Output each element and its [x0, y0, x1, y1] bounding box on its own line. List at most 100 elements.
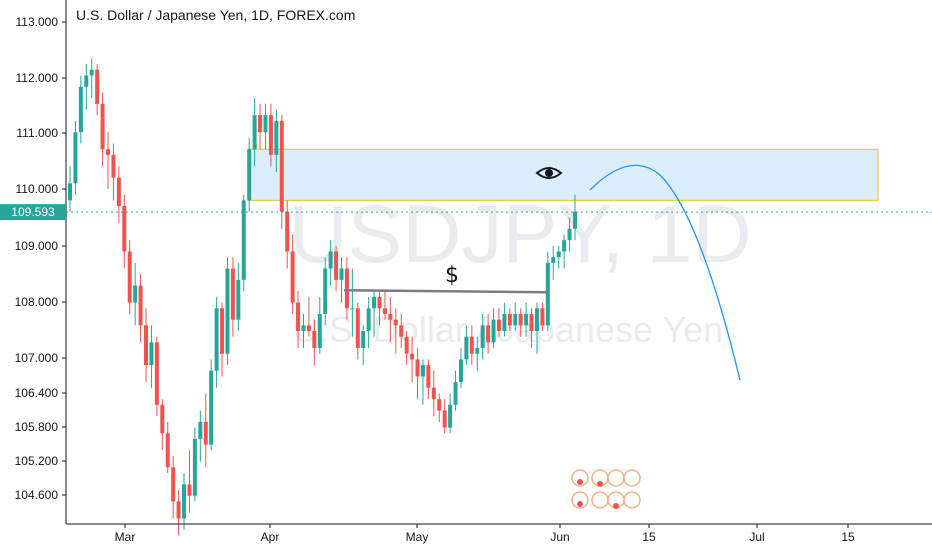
- candle: [491, 308, 496, 349]
- candle: [312, 319, 317, 366]
- candle: [176, 490, 181, 536]
- event-icons[interactable]: [571, 469, 641, 509]
- candle: [279, 115, 284, 229]
- candle: [442, 399, 447, 434]
- candle: [350, 268, 355, 337]
- candle: [209, 359, 214, 451]
- candle: [182, 473, 187, 530]
- candle: [89, 58, 94, 99]
- candle: [524, 302, 529, 337]
- candle: [247, 137, 252, 212]
- candle: [187, 450, 192, 513]
- x-tick-label: 15: [642, 530, 656, 544]
- candle: [502, 302, 507, 337]
- candle: [133, 262, 138, 326]
- y-tick-label: 109.000: [15, 239, 59, 253]
- candle: [220, 302, 225, 377]
- candle: [165, 421, 170, 473]
- candle: [230, 257, 235, 337]
- candle: [420, 359, 425, 405]
- candle: [328, 240, 333, 286]
- candle: [562, 234, 567, 269]
- candle: [192, 427, 197, 502]
- candle: [317, 296, 322, 354]
- candle: [263, 103, 268, 150]
- event-icon[interactable]: [571, 469, 589, 487]
- x-tick-label: Jun: [550, 530, 569, 544]
- event-icon[interactable]: [591, 491, 609, 509]
- last-price-tag: 109.593: [0, 204, 66, 221]
- event-icon[interactable]: [607, 469, 625, 487]
- y-tick-label: 105.200: [15, 454, 59, 468]
- candle: [73, 120, 78, 195]
- candle: [475, 336, 480, 371]
- candle: [106, 132, 111, 189]
- candle: [268, 103, 273, 167]
- candle: [453, 370, 458, 411]
- y-tick-label: 105.800: [15, 420, 59, 434]
- candle: [116, 166, 121, 224]
- candle: [203, 393, 208, 468]
- candle: [355, 302, 360, 360]
- candle: [301, 313, 306, 349]
- candle: [469, 325, 474, 366]
- candle: [296, 291, 301, 349]
- y-tick-label: 108.000: [15, 295, 59, 309]
- candle: [84, 64, 89, 110]
- candle: [323, 257, 328, 326]
- candle: [366, 296, 371, 349]
- candle: [171, 455, 176, 519]
- candle: [361, 325, 366, 366]
- event-icon[interactable]: [623, 491, 641, 509]
- y-tick-label: 106.400: [15, 386, 59, 400]
- candle: [78, 75, 83, 144]
- x-tick-label: Mar: [115, 530, 136, 544]
- horizontal-level-line[interactable]: [343, 288, 549, 294]
- candle: [480, 313, 485, 360]
- candle: [111, 143, 116, 201]
- candle: [518, 308, 523, 337]
- y-tick-label: 110.000: [16, 182, 59, 196]
- candle: [241, 194, 246, 292]
- candle: [144, 308, 149, 383]
- candle: [122, 194, 127, 269]
- chart-title: U.S. Dollar / Japanese Yen, 1D, FOREX.co…: [76, 7, 356, 23]
- projection-curve[interactable]: [589, 164, 741, 381]
- supply-zone[interactable]: [247, 148, 879, 201]
- watermark-symbol: USDJPY, 1D: [288, 189, 751, 280]
- candle: [306, 296, 311, 337]
- x-tick-label: May: [406, 530, 429, 544]
- candle: [426, 359, 431, 400]
- supply-zone-rect[interactable]: [247, 148, 879, 201]
- y-tick-label: 112.000: [16, 71, 59, 85]
- event-icon[interactable]: [623, 469, 641, 487]
- y-tick-label: 111.000: [16, 126, 58, 140]
- candle: [529, 308, 534, 349]
- dollar-annotation: $: [445, 263, 459, 288]
- candle: [496, 308, 501, 337]
- price-tag-bg: [0, 204, 66, 221]
- candle: [252, 98, 257, 167]
- candle: [95, 64, 100, 116]
- candle: [372, 291, 377, 337]
- candle: [448, 393, 453, 434]
- candle: [339, 257, 344, 303]
- x-axis[interactable]: Mar Apr May Jun 15 Jul 15: [115, 524, 855, 544]
- event-icon[interactable]: [571, 491, 589, 509]
- candle: [382, 291, 387, 320]
- candle: [404, 331, 409, 366]
- candles: [68, 58, 577, 536]
- candle: [458, 348, 463, 388]
- candle: [127, 240, 132, 314]
- y-axis[interactable]: 113.000 112.000 111.000 110.000 109.000 108.0…: [15, 15, 66, 502]
- candle: [572, 194, 577, 241]
- candle: [290, 234, 295, 314]
- candle: [388, 296, 393, 343]
- candle: [437, 393, 442, 422]
- candle: [344, 257, 349, 320]
- candle: [486, 313, 491, 354]
- candle: [100, 92, 105, 167]
- candle: [534, 302, 539, 354]
- eye-icon: [535, 167, 563, 179]
